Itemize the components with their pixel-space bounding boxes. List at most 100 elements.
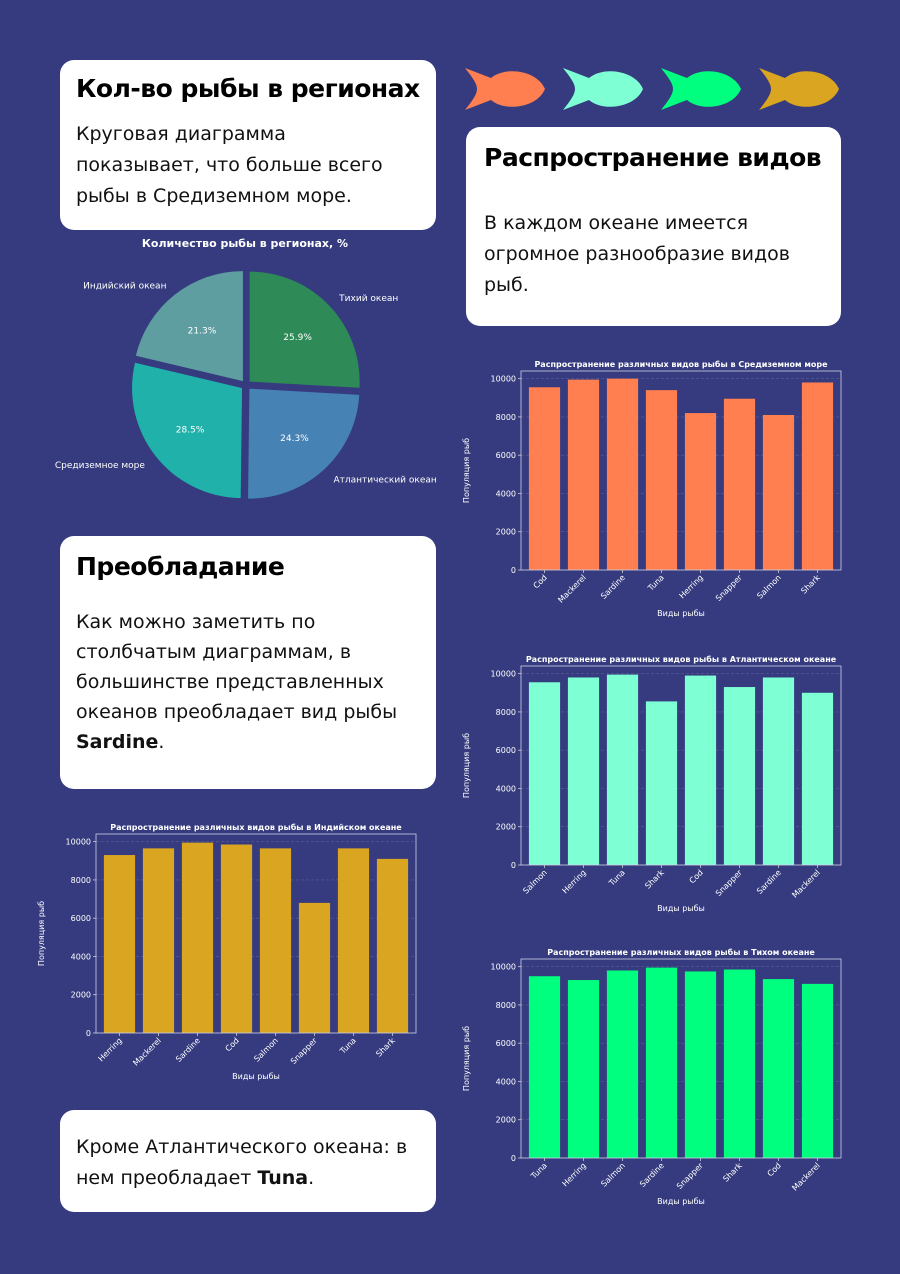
y-tick-label: 10000 xyxy=(491,963,516,972)
x-axis-label: Виды рыбы xyxy=(657,1197,705,1206)
y-tick-label: 6000 xyxy=(496,451,516,460)
x-tick-label: Herring xyxy=(678,573,705,600)
bar xyxy=(606,970,639,1158)
bar xyxy=(801,983,834,1158)
y-tick-label: 6000 xyxy=(496,1039,516,1048)
regions-card: Кол-во рыбы в регионах Круговая диаграмм… xyxy=(60,60,436,230)
x-tick-label: Snapper xyxy=(714,868,744,898)
bar-chart-atlantic: Распространение различных видов рыбы в А… xyxy=(462,654,842,913)
x-tick-label: Salmon xyxy=(252,1036,280,1064)
y-tick-label: 6000 xyxy=(496,746,516,755)
x-tick-label: Tuna xyxy=(338,1036,358,1056)
atlantic-note-highlight: Tuna xyxy=(257,1167,309,1189)
y-tick-label: 0 xyxy=(86,1029,91,1038)
bar xyxy=(645,967,678,1158)
x-tick-label: Snapper xyxy=(675,1161,705,1191)
x-tick-label: Shark xyxy=(643,868,666,891)
regions-text: Круговая диаграмма показывает, что больш… xyxy=(76,123,383,207)
bar-chart-mediterranean: Распространение различных видов рыбы в С… xyxy=(462,359,842,618)
regions-title: Кол-во рыбы в регионах xyxy=(76,74,420,103)
atlantic-note-body: Кроме Атлантического океана: в нем преоб… xyxy=(76,1136,408,1189)
bar-chart-pacific: Распространение различных видов рыбы в Т… xyxy=(462,947,842,1206)
fish-icon-body xyxy=(465,68,545,110)
pie-slice xyxy=(249,271,360,388)
y-tick-label: 8000 xyxy=(71,876,91,885)
bar xyxy=(723,687,756,865)
bar xyxy=(762,677,795,865)
atlantic-note-text: Кроме Атлантического океана: в нем преоб… xyxy=(76,1132,416,1194)
pie-slice xyxy=(132,362,243,499)
bar xyxy=(103,855,136,1033)
bar xyxy=(181,842,214,1033)
plot-frame xyxy=(95,833,417,1034)
y-tick-label: 0 xyxy=(511,566,516,575)
plot-frame xyxy=(520,665,842,866)
bar xyxy=(142,848,175,1033)
bar xyxy=(645,390,678,570)
bar xyxy=(528,682,561,865)
x-tick-label: Herring xyxy=(97,1036,124,1063)
y-tick-label: 10000 xyxy=(66,838,91,847)
bar xyxy=(567,980,600,1158)
y-tick-label: 2000 xyxy=(71,991,91,1000)
bar xyxy=(528,976,561,1158)
x-tick-label: Cod xyxy=(224,1036,241,1053)
y-tick-label: 8000 xyxy=(496,1001,516,1010)
pie-value-label: 21.3% xyxy=(188,326,217,336)
x-tick-label: Snapper xyxy=(289,1036,319,1066)
bar xyxy=(337,848,370,1033)
y-tick-label: 4000 xyxy=(496,489,516,498)
y-tick-label: 2000 xyxy=(496,823,516,832)
prevalence-card: Преобладание Как можно заметить по столб… xyxy=(60,536,436,789)
y-axis-label: Популяция рыб xyxy=(462,1026,471,1091)
x-tick-label: Sardine xyxy=(755,868,783,896)
bar xyxy=(606,378,639,570)
fish-icon-body xyxy=(563,68,643,110)
pie-value-label: 24.3% xyxy=(280,434,309,444)
species-card: Распространение видов В каждом океане им… xyxy=(466,127,841,326)
x-tick-label: Sardine xyxy=(174,1036,202,1064)
x-tick-label: Tuna xyxy=(529,1161,549,1181)
y-tick-label: 8000 xyxy=(496,708,516,717)
bar xyxy=(801,382,834,570)
pie-slice-label: Тихий океан xyxy=(338,294,398,304)
fish-icon xyxy=(661,68,741,110)
pie-chart: Количество рыбы в регионах, % 25.9% Тихий … xyxy=(55,237,437,499)
fish-icon-body xyxy=(759,68,839,110)
x-axis-label: Виды рыбы xyxy=(657,904,705,913)
pie-slice-label: Индийский океан xyxy=(83,281,166,291)
y-tick-label: 4000 xyxy=(71,952,91,961)
plot-frame xyxy=(520,958,842,1159)
x-tick-label: Herring xyxy=(561,868,588,895)
y-tick-label: 4000 xyxy=(496,1077,516,1086)
bar xyxy=(220,844,253,1033)
fish-icon xyxy=(465,68,545,110)
chart-title: Распространение различных видов рыбы в А… xyxy=(526,654,837,664)
pie-slice-label: Средиземное море xyxy=(55,461,146,471)
fish-icon xyxy=(563,68,643,110)
x-tick-label: Shark xyxy=(799,573,822,596)
bar xyxy=(259,848,292,1033)
chart-title: Распространение различных видов рыбы в С… xyxy=(534,359,828,369)
y-tick-label: 10000 xyxy=(491,670,516,679)
y-axis-label: Популяция рыб xyxy=(37,901,46,966)
species-text: В каждом океане имеется огромное разнооб… xyxy=(484,212,790,296)
y-axis-label: Популяция рыб xyxy=(462,438,471,503)
y-tick-label: 2000 xyxy=(496,1116,516,1125)
x-tick-label: Cod xyxy=(532,573,549,590)
x-tick-label: Herring xyxy=(561,1161,588,1188)
prevalence-text-end: . xyxy=(158,731,165,753)
chart-title: Распространение различных видов рыбы в И… xyxy=(110,822,402,832)
chart-title: Распространение различных видов рыбы в Т… xyxy=(547,947,815,957)
x-axis-label: Виды рыбы xyxy=(232,1072,280,1081)
x-tick-label: Mackerel xyxy=(131,1036,163,1068)
bar-chart-indian: Распространение различных видов рыбы в И… xyxy=(37,822,417,1081)
y-tick-label: 10000 xyxy=(491,375,516,384)
x-tick-label: Snapper xyxy=(714,573,744,603)
x-axis-label: Виды рыбы xyxy=(657,609,705,618)
pie-slice-label: Атлантический океан xyxy=(333,476,436,486)
bar xyxy=(528,387,561,570)
bar xyxy=(762,979,795,1158)
prevalence-text-body: Как можно заметить по столбчатым диаграм… xyxy=(76,611,398,723)
x-tick-label: Salmon xyxy=(755,573,783,601)
